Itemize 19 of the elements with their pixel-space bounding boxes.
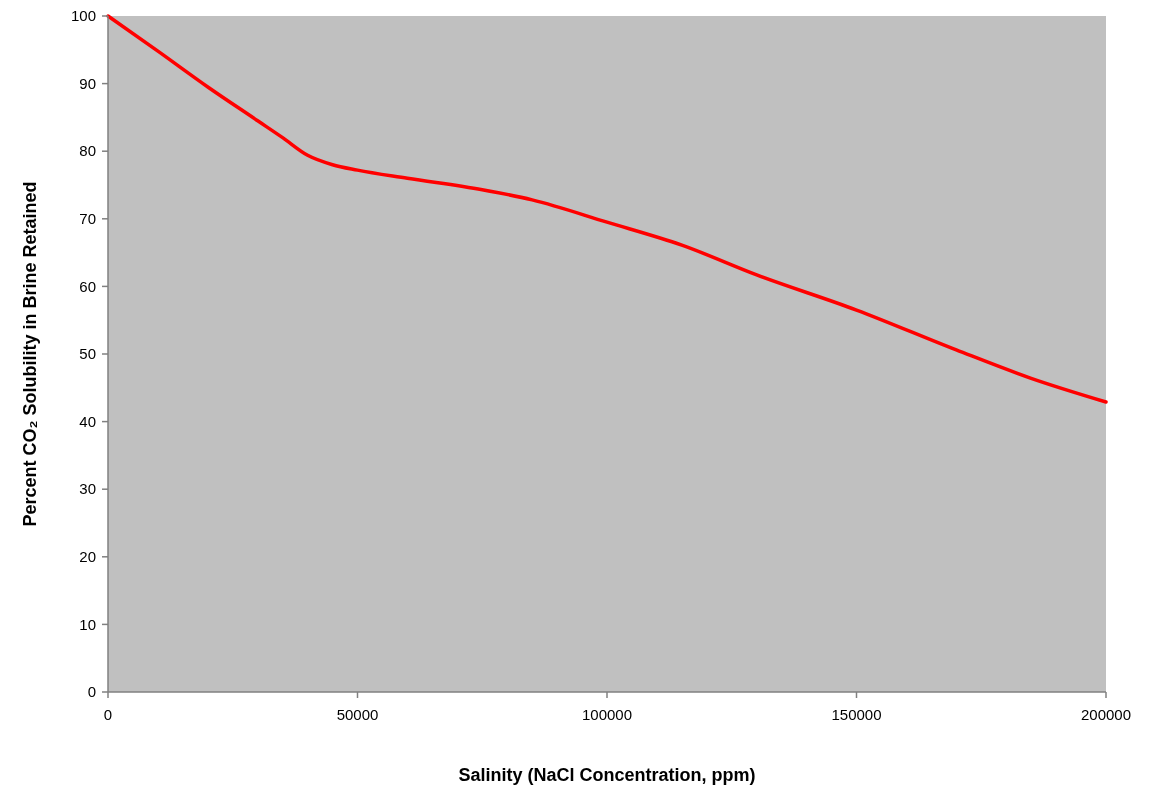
y-axis-title: Percent CO₂ Solubility in Brine Retained [20, 181, 40, 527]
line-series [106, 14, 1108, 404]
x-tick-label: 200000 [1080, 706, 1132, 723]
y-tick-label: 20 [79, 548, 96, 566]
x-axis-title: Salinity (NaCl Concentration, ppm) [458, 765, 756, 785]
y-tick-label: 90 [79, 74, 96, 92]
y-tick-label: 0 [87, 683, 96, 701]
y-tick-label: 70 [79, 210, 96, 228]
x-tick-label: 0 [103, 706, 113, 723]
y-tick-label: 30 [79, 480, 96, 498]
x-tick-label: 150000 [831, 706, 882, 723]
y-tick-label: 100 [70, 7, 96, 25]
x-tick-label: 50000 [336, 706, 379, 723]
x-tick-label: 100000 [581, 706, 633, 723]
y-tick-label: 50 [79, 345, 96, 363]
y-tick-label: 60 [79, 277, 96, 295]
y-tick-label: 80 [79, 142, 96, 160]
y-tick-label: 10 [79, 615, 96, 633]
y-tick-label: 40 [79, 412, 96, 430]
